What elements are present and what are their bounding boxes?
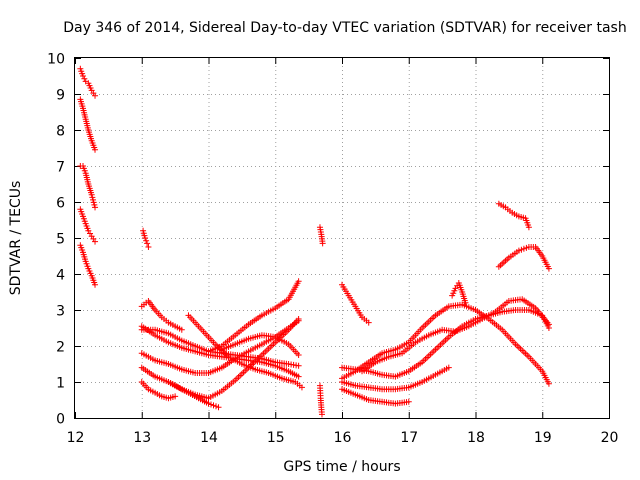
data-point	[142, 235, 149, 241]
series-track-f	[140, 227, 152, 250]
series-track-a	[77, 65, 99, 99]
y-tick-label: 3	[56, 304, 65, 320]
series-track-z	[495, 244, 552, 272]
data-point	[462, 299, 469, 306]
series-track-u	[339, 307, 552, 380]
data-point	[318, 411, 325, 418]
data-point	[81, 75, 88, 82]
data-point	[89, 194, 96, 201]
data-point	[178, 326, 185, 333]
y-tick-label: 1	[56, 376, 65, 392]
data-point	[295, 362, 302, 369]
x-tick-label: 18	[467, 430, 485, 446]
y-tick-label: 4	[56, 268, 65, 284]
data-point	[295, 316, 302, 322]
series-track-e	[77, 242, 99, 288]
data-point	[515, 247, 522, 254]
data-point	[445, 364, 452, 371]
y-tick-label: 0	[56, 412, 65, 428]
data-point	[295, 352, 302, 358]
data-point	[365, 319, 372, 326]
y-tick-label: 7	[56, 160, 65, 176]
y-tick-labels: 0 1 2 3 4 5 6 7 8 9 10	[47, 52, 65, 428]
series-track-j	[138, 316, 302, 402]
data-point	[525, 224, 532, 231]
data-point	[144, 240, 151, 247]
data-point	[88, 191, 95, 198]
series-track-v	[339, 364, 452, 393]
series-track-b	[77, 96, 99, 153]
data-point	[295, 373, 302, 380]
data-point	[319, 240, 326, 247]
x-tick-label: 15	[267, 430, 285, 446]
data-point	[172, 393, 179, 400]
series-track-w	[339, 386, 412, 407]
x-tick-labels: 12 13 14 15 16 17 18 19 20	[67, 430, 619, 446]
data-point	[523, 244, 530, 251]
y-tick-label: 5	[56, 232, 65, 248]
x-tick-label: 13	[133, 430, 151, 446]
series-track-s	[339, 281, 372, 326]
data-point	[298, 384, 305, 391]
data-point	[545, 321, 552, 328]
x-tick-label: 19	[534, 430, 552, 446]
series-track-y	[495, 200, 532, 231]
y-tick-label: 9	[56, 88, 65, 104]
data-point	[215, 404, 222, 411]
data-point	[92, 204, 99, 211]
data-point	[92, 281, 99, 288]
data-point	[92, 146, 99, 153]
data-points	[77, 65, 552, 418]
data-point	[205, 400, 212, 407]
plot-frame	[74, 57, 610, 419]
data-point	[143, 237, 150, 244]
series-track-l	[165, 379, 222, 411]
grid	[75, 58, 609, 418]
data-point	[518, 246, 525, 253]
series-track-d	[77, 206, 99, 245]
data-point	[91, 201, 98, 208]
data-point	[92, 92, 99, 99]
x-tick-label: 14	[200, 430, 218, 446]
x-tick-label: 16	[334, 430, 352, 446]
data-point	[545, 265, 552, 272]
series-track-t	[339, 301, 552, 387]
data-point	[208, 401, 215, 408]
series-track-r	[316, 382, 325, 418]
series-track-k	[138, 379, 179, 402]
series-track-x	[359, 296, 552, 375]
data-point	[545, 380, 552, 387]
series-track-q	[316, 224, 326, 247]
data-point	[213, 403, 220, 410]
y-tick-label: 2	[56, 340, 65, 356]
x-tick-label: 17	[400, 430, 418, 446]
y-tick-label: 6	[56, 196, 65, 212]
y-tick-label: 10	[47, 52, 65, 68]
series-track-g	[138, 298, 185, 333]
series-track-p	[218, 332, 302, 358]
chart-title: Day 346 of 2014, Sidereal Day-to-day VTE…	[63, 20, 626, 36]
series-track-c	[77, 163, 99, 211]
data-point	[90, 199, 97, 206]
data-point	[520, 245, 527, 252]
x-tick-label: 12	[67, 430, 85, 446]
data-point	[405, 398, 412, 405]
data-point	[92, 238, 99, 245]
data-point	[80, 73, 87, 79]
data-point	[295, 278, 302, 285]
x-tick-label: 20	[601, 430, 619, 446]
data-point	[145, 244, 152, 250]
series-track-o	[205, 278, 302, 355]
series-track-aa	[449, 280, 469, 306]
x-axis-label: GPS time / hours	[283, 459, 400, 475]
data-point	[90, 196, 97, 203]
y-tick-label: 8	[56, 124, 65, 140]
series-track-n	[185, 312, 305, 391]
y-axis-label: SDTVAR / TECUs	[8, 181, 24, 296]
data-point	[210, 402, 217, 409]
